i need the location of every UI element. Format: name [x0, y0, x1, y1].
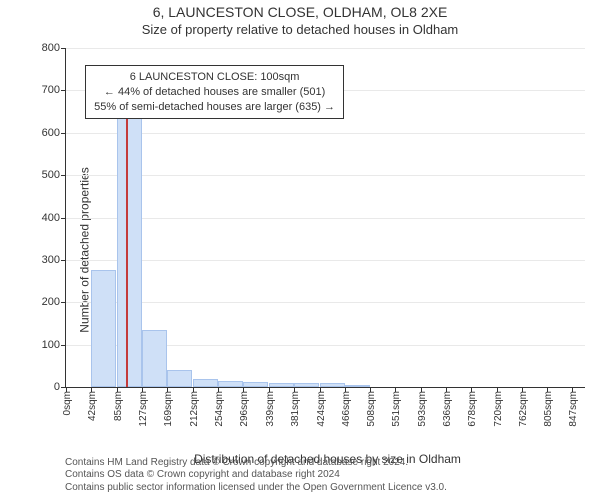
xtick-label: 762sqm: [518, 391, 529, 427]
chart-title-address: 6, LAUNCESTON CLOSE, OLDHAM, OL8 2XE: [0, 4, 600, 20]
ytick-mark: [61, 48, 66, 49]
xtick-label: 636sqm: [442, 391, 453, 427]
xtick-label: 339sqm: [265, 391, 276, 427]
ytick-label: 500: [42, 169, 60, 181]
histogram-bar: [167, 370, 192, 387]
xtick-label: 424sqm: [316, 391, 327, 427]
histogram-bar: [117, 109, 142, 387]
gridline-h: [66, 302, 585, 303]
xtick-label: 212sqm: [189, 391, 200, 427]
gridline-h: [66, 133, 585, 134]
xtick-label: 593sqm: [417, 391, 428, 427]
ytick-mark: [61, 175, 66, 176]
chart-subtitle: Size of property relative to detached ho…: [0, 22, 600, 37]
histogram-bar: [142, 330, 167, 387]
xtick-label: 85sqm: [113, 391, 124, 421]
xtick-label: 42sqm: [87, 391, 98, 421]
xtick-label: 508sqm: [366, 391, 377, 427]
footer-line-2: Contains OS data © Crown copyright and d…: [65, 469, 447, 482]
histogram-bar: [193, 379, 218, 387]
histogram-bar: [243, 382, 268, 387]
xtick-label: 0sqm: [62, 391, 73, 415]
gridline-h: [66, 218, 585, 219]
histogram-bar: [320, 383, 345, 387]
ytick-label: 700: [42, 84, 60, 96]
attribution-footer: Contains HM Land Registry data © Crown c…: [65, 457, 447, 495]
xtick-label: 381sqm: [290, 391, 301, 427]
xtick-label: 296sqm: [239, 391, 250, 427]
ytick-label: 100: [42, 339, 60, 351]
xtick-label: 720sqm: [493, 391, 504, 427]
histogram-bar: [345, 385, 370, 387]
ytick-mark: [61, 345, 66, 346]
histogram-bar: [294, 383, 319, 387]
ytick-mark: [61, 302, 66, 303]
ytick-label: 200: [42, 296, 60, 308]
ytick-mark: [61, 90, 66, 91]
plot-area: 01002003004005006007008000sqm42sqm85sqm1…: [65, 48, 585, 388]
annotation-line: 55% of semi-detached houses are larger (…: [94, 100, 335, 115]
gridline-h: [66, 260, 585, 261]
ytick-mark: [61, 260, 66, 261]
footer-line-3: Contains public sector information licen…: [65, 482, 447, 495]
histogram-bar: [91, 270, 116, 387]
xtick-label: 127sqm: [138, 391, 149, 427]
annotation-box: 6 LAUNCESTON CLOSE: 100sqm← 44% of detac…: [85, 65, 344, 120]
ytick-label: 0: [54, 381, 60, 393]
ytick-mark: [61, 133, 66, 134]
ytick-label: 300: [42, 254, 60, 266]
xtick-label: 847sqm: [568, 391, 579, 427]
ytick-mark: [61, 218, 66, 219]
xtick-label: 169sqm: [163, 391, 174, 427]
annotation-line: ← 44% of detached houses are smaller (50…: [94, 85, 335, 100]
xtick-label: 551sqm: [391, 391, 402, 427]
annotation-line: 6 LAUNCESTON CLOSE: 100sqm: [94, 70, 335, 85]
histogram-bar: [269, 383, 294, 387]
ytick-label: 600: [42, 127, 60, 139]
footer-line-1: Contains HM Land Registry data © Crown c…: [65, 457, 447, 470]
xtick-label: 678sqm: [467, 391, 478, 427]
xtick-label: 466sqm: [341, 391, 352, 427]
xtick-label: 254sqm: [214, 391, 225, 427]
histogram-bar: [218, 381, 243, 387]
ytick-label: 400: [42, 212, 60, 224]
gridline-h: [66, 48, 585, 49]
gridline-h: [66, 175, 585, 176]
xtick-label: 805sqm: [543, 391, 554, 427]
ytick-label: 800: [42, 42, 60, 54]
property-size-marker: [126, 99, 128, 387]
